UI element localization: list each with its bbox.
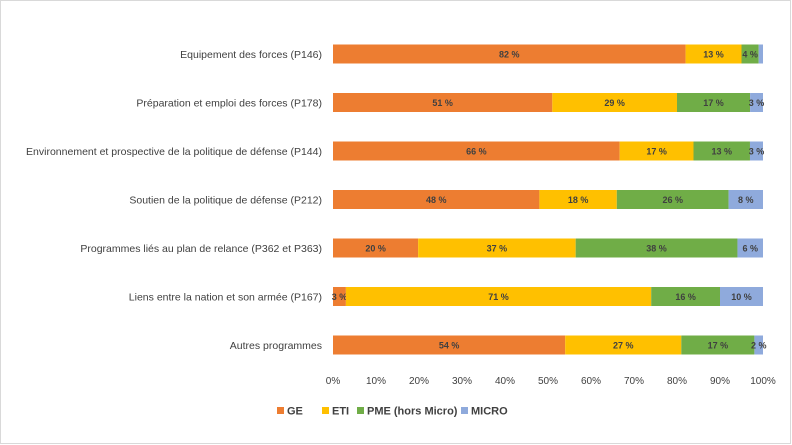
x-tick-label: 90% — [710, 376, 730, 387]
x-tick-label: 10% — [366, 376, 386, 387]
data-label: 51 % — [432, 98, 453, 108]
x-tick-label: 70% — [624, 376, 644, 387]
x-tick-label: 30% — [452, 376, 472, 387]
bar-segment-eti — [418, 238, 576, 258]
bar-segment-eti — [552, 93, 677, 112]
bar-segment-micro — [758, 44, 763, 64]
data-label: 4 % — [742, 50, 758, 60]
data-label: 27 % — [613, 341, 634, 351]
category-label: Autres programmes — [230, 340, 322, 352]
bar-segment-eti — [539, 190, 617, 209]
data-label: 66 % — [466, 147, 487, 157]
data-label: 17 % — [703, 98, 724, 108]
data-label: 54 % — [439, 341, 460, 351]
bar-segment-micro — [737, 238, 763, 258]
data-label: 13 % — [703, 50, 724, 60]
bar-segment-eti — [565, 335, 682, 355]
data-label: 3 % — [749, 147, 765, 157]
x-tick-label: 20% — [409, 376, 429, 387]
data-label: 3 % — [332, 292, 348, 302]
legend-swatch — [277, 407, 284, 414]
bar-segment-micro — [749, 141, 763, 161]
x-tick-label: 50% — [538, 376, 558, 387]
legend-label: PME (hors Micro) — [367, 406, 458, 418]
bar-segment-eti — [685, 44, 742, 64]
bar-segment-pme-hors-micro — [651, 287, 720, 306]
data-label: 17 % — [708, 341, 729, 351]
bar-segment-micro — [728, 190, 763, 209]
bar-segment-pme-hors-micro — [677, 93, 751, 112]
bar-segment-pme-hors-micro — [693, 141, 750, 161]
bar-segment-pme-hors-micro — [681, 335, 755, 355]
data-label: 37 % — [487, 244, 508, 254]
bar-segment-eti — [619, 141, 694, 161]
bar-segment-ge — [333, 335, 566, 355]
data-label: 20 % — [365, 244, 386, 254]
bar-segment-ge — [333, 93, 553, 112]
bar-segment-micro — [750, 93, 763, 112]
bar-segment-pme-hors-micro — [741, 44, 759, 64]
category-label: Equipement des forces (P146) — [180, 49, 322, 61]
x-tick-label: 0% — [326, 376, 341, 387]
legend-label: MICRO — [471, 406, 508, 418]
bar-segment-ge — [333, 190, 540, 209]
bar-segment-ge — [333, 141, 620, 161]
data-label: 48 % — [426, 195, 447, 205]
x-tick-label: 60% — [581, 376, 601, 387]
bar-segment-micro — [754, 335, 763, 355]
data-label: 82 % — [499, 50, 520, 60]
category-label: Soutien de la politique de défense (P212… — [129, 195, 322, 207]
legend-label: GE — [287, 406, 303, 418]
data-label: 26 % — [662, 195, 683, 205]
data-label: 71 % — [488, 292, 509, 302]
bar-segment-micro — [720, 287, 763, 306]
data-label: 6 % — [742, 244, 758, 254]
data-label: 38 % — [646, 244, 667, 254]
category-label: Environnement et prospective de la polit… — [26, 146, 322, 158]
bar-segment-pme-hors-micro — [616, 190, 729, 209]
bar-segment-ge — [333, 287, 346, 306]
legend-label: ETI — [332, 406, 349, 418]
data-label: 10 % — [731, 292, 752, 302]
data-label: 2 % — [751, 341, 767, 351]
data-label: 8 % — [738, 195, 754, 205]
bar-segment-ge — [333, 44, 686, 64]
category-label: Liens entre la nation et son armée (P167… — [129, 292, 322, 304]
legend-swatch — [461, 407, 468, 414]
legend-swatch — [322, 407, 329, 414]
category-label: Préparation et emploi des forces (P178) — [136, 98, 322, 110]
category-label: Programmes liés au plan de relance (P362… — [80, 243, 322, 255]
data-label: 17 % — [646, 147, 667, 157]
data-label: 29 % — [604, 98, 625, 108]
data-label: 16 % — [675, 292, 696, 302]
bar-segment-pme-hors-micro — [575, 238, 738, 258]
data-label: 13 % — [711, 147, 732, 157]
x-tick-label: 100% — [750, 376, 776, 387]
bar-segment-ge — [333, 238, 419, 258]
legend-swatch — [357, 407, 364, 414]
x-tick-label: 40% — [495, 376, 515, 387]
bar-segment-eti — [345, 287, 652, 306]
x-tick-label: 80% — [667, 376, 687, 387]
data-label: 3 % — [749, 98, 765, 108]
data-label: 18 % — [568, 195, 589, 205]
